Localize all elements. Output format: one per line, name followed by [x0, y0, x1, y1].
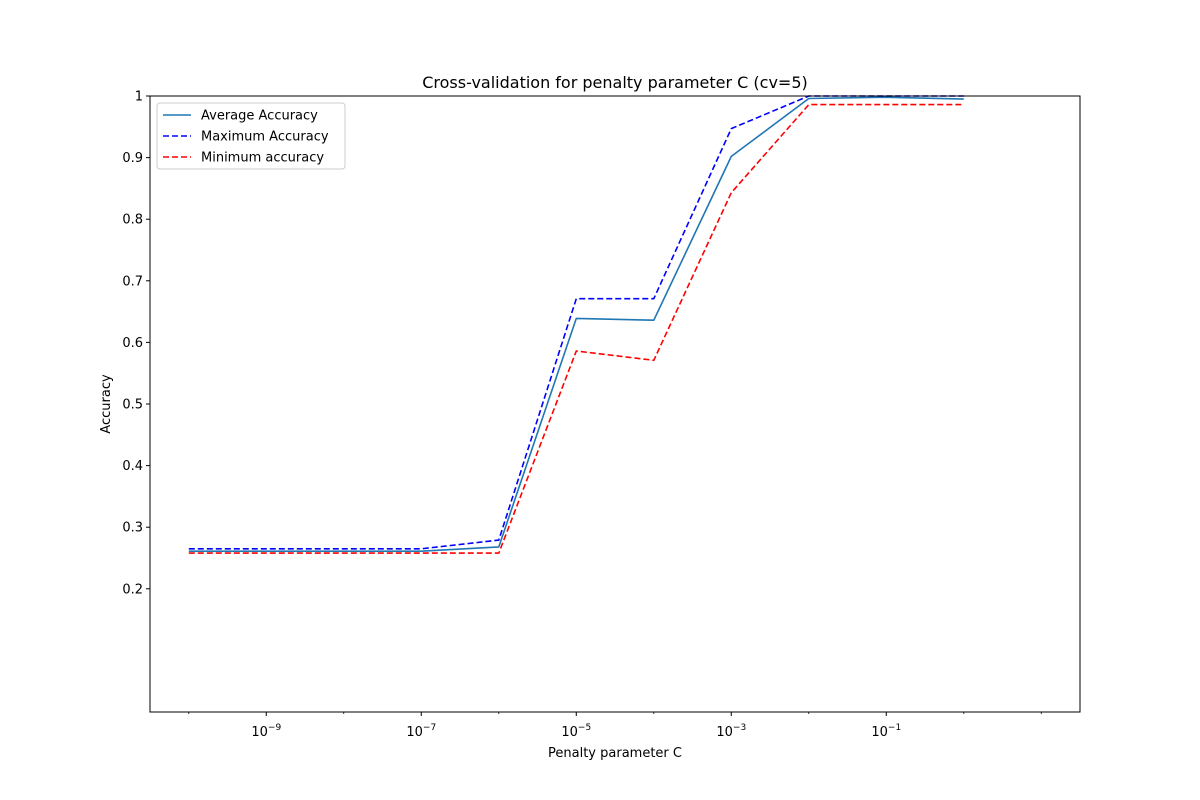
y-tick-label: 0.4 — [122, 459, 143, 474]
y-tick-label: 0.8 — [122, 213, 143, 228]
x-tick-base: 10 — [561, 725, 578, 740]
x-tick-label: 10−3 — [716, 723, 746, 740]
legend-label: Maximum Accuracy — [201, 130, 329, 145]
y-tick-label: 0.3 — [122, 521, 143, 536]
x-tick-exponent: −5 — [578, 723, 591, 733]
x-tick-exponent: −1 — [888, 723, 901, 733]
legend-label: Average Accuracy — [201, 109, 318, 124]
series-line-0 — [188, 96, 964, 553]
y-axis-ticks: 0.2 0.3 0.4 0.5 0.6 0.7 0.8 0.9 1 — [122, 90, 150, 597]
y-tick-label: 0.2 — [122, 582, 143, 597]
x-tick-exponent: −9 — [268, 723, 282, 733]
legend: Average Accuracy Maximum Accuracy Minimum … — [156, 102, 346, 170]
x-tick-label: 10−5 — [561, 723, 591, 740]
x-axis-label: Penalty parameter C — [548, 746, 682, 761]
y-tick-label: 1 — [135, 90, 143, 105]
x-tick-base: 10 — [716, 725, 733, 740]
x-tick-base: 10 — [406, 725, 423, 740]
y-tick-label: 0.9 — [122, 151, 143, 166]
x-tick-label: 10−7 — [406, 723, 436, 740]
chart-title: Cross-validation for penalty parameter C… — [422, 73, 808, 92]
plot-area — [150, 96, 1080, 712]
x-tick-label: 10−9 — [251, 723, 281, 740]
x-tick-exponent: −7 — [423, 723, 436, 733]
y-tick-label: 0.6 — [122, 336, 143, 351]
legend-box — [156, 102, 346, 170]
y-axis-label: Accuracy — [99, 374, 114, 434]
series-line-2 — [188, 103, 964, 554]
x-tick-base: 10 — [251, 725, 268, 740]
y-tick-label: 0.7 — [122, 274, 143, 289]
x-tick-base: 10 — [871, 725, 888, 740]
x-tick-exponent: −3 — [733, 723, 746, 733]
legend-label: Minimum accuracy — [201, 151, 324, 166]
y-tick-label: 0.5 — [122, 398, 143, 413]
x-tick-label: 10−1 — [871, 723, 901, 740]
x-axis-ticks: 10−9 10−7 10−5 10−3 10−1 — [188, 712, 1042, 740]
